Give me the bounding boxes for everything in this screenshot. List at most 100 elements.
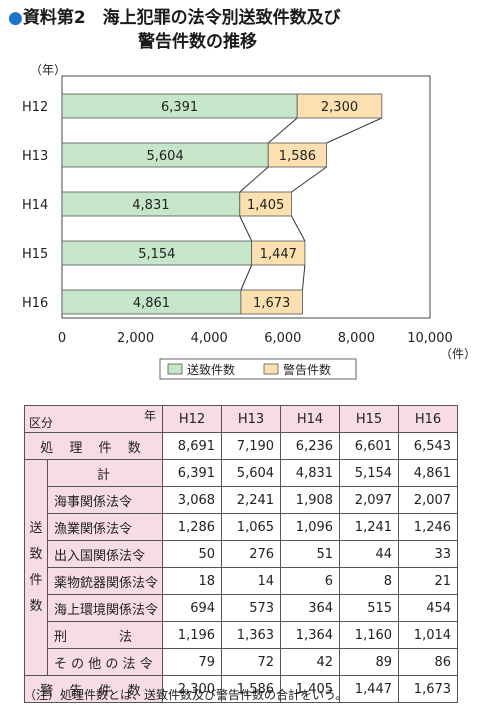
y-axis-unit: （年） — [30, 63, 66, 77]
table-cell: 1,065 — [221, 513, 282, 541]
table-header-row: 年 区分 H12 H13 H14 H15 H16 — [23, 405, 459, 433]
x-tick-label: 0 — [58, 331, 66, 346]
data-label-sent: 5,154 — [138, 247, 175, 262]
category-label: H14 — [22, 198, 48, 213]
corner-category-label: 区分 — [29, 416, 54, 430]
data-table: 年 区分 H12 H13 H14 H15 H16 処 理 件 数 8,691 7… — [23, 405, 459, 703]
table-cell: 1,246 — [398, 513, 459, 541]
connector-line — [301, 264, 306, 291]
table-cell: 72 — [221, 648, 282, 676]
x-tick-label: 10,000 — [407, 331, 453, 346]
table-cell: 6,601 — [339, 432, 400, 460]
bar-warning — [251, 240, 306, 266]
title-line-2: 警告件数の推移 — [138, 32, 257, 52]
connector-line — [291, 166, 327, 193]
table-cell: 1,586 — [221, 675, 282, 703]
table-cell: 454 — [398, 594, 459, 622]
connector-line — [239, 166, 269, 193]
bar-sent — [61, 240, 253, 266]
bar-chart: （年） H12 6,391 2,300 H13 5,604 1,586 H14 4,831 1,4… — [22, 63, 476, 380]
row-label: 出入国関係法令 — [46, 540, 164, 568]
legend-swatch-sent — [167, 363, 183, 375]
data-label-sent: 6,391 — [161, 100, 198, 115]
x-tick-label: 4,000 — [191, 331, 228, 346]
title-text-1: 資料第2 海上犯罪の法令別送致件数及び — [22, 8, 341, 28]
legend-box — [159, 358, 357, 380]
sent-group-char: 数 — [29, 598, 43, 614]
data-label-sent: 4,831 — [132, 198, 169, 213]
corner-year-label: 年 — [144, 409, 157, 423]
table-cell: 515 — [339, 594, 400, 622]
title-line-1: ●資料第2 海上犯罪の法令別送致件数及び — [8, 6, 478, 30]
table-cell: 276 — [221, 540, 282, 568]
table-cell: 14 — [221, 567, 282, 595]
legend-label-sent: 送致件数 — [187, 362, 235, 377]
table-cell: 6,391 — [162, 459, 223, 487]
table-row-immigration: 出入国関係法令 50 276 51 44 33 — [25, 540, 459, 568]
table-cell: 21 — [398, 567, 459, 595]
table-cell: 5,604 — [221, 459, 282, 487]
table-cell: 4,831 — [280, 459, 341, 487]
table-cell: 51 — [280, 540, 341, 568]
table-cell: 1,363 — [221, 621, 282, 649]
data-label-warning: 1,447 — [260, 247, 297, 262]
table-cell: 6,543 — [398, 432, 459, 460]
data-label-warning: 2,300 — [321, 100, 358, 115]
table-cell: 50 — [162, 540, 223, 568]
data-label-warning: 1,586 — [279, 149, 316, 164]
table-cell: 2,097 — [339, 486, 400, 514]
row-label: 警 告 件 数 — [23, 675, 164, 703]
table-cell: 7,190 — [221, 432, 282, 460]
table-cell: 1,405 — [280, 675, 341, 703]
table-cell: 1,908 — [280, 486, 341, 514]
table-row-maritime: 海事関係法令 3,068 2,241 1,908 2,097 2,007 — [25, 486, 459, 514]
table-cell: 1,364 — [280, 621, 341, 649]
sent-group-char: 件 — [29, 572, 43, 588]
row-label: 海上環境関係法令 — [46, 594, 164, 622]
x-tick-label: 2,000 — [117, 331, 154, 346]
table-cell: 6 — [280, 567, 341, 595]
bar-warning — [240, 289, 303, 315]
table-cell: 694 — [162, 594, 223, 622]
table-cell: 89 — [339, 648, 400, 676]
row-label: 薬物銃器関係法令 — [46, 567, 164, 595]
sent-group-char: 送 — [29, 520, 43, 536]
table-row-drugs-firearms: 薬物銃器関係法令 18 14 6 8 21 — [25, 567, 459, 595]
category-label: H16 — [22, 296, 48, 311]
table-cell: 8 — [339, 567, 400, 595]
connector-line — [239, 215, 253, 242]
connector-line — [291, 215, 306, 242]
table-cell: 86 — [398, 648, 459, 676]
table-cell: 6,236 — [280, 432, 341, 460]
legend-label-warning: 警告件数 — [283, 362, 331, 377]
table-cell: 1,286 — [162, 513, 223, 541]
table-cell: 2,241 — [221, 486, 282, 514]
sent-group-label: 送 致 件 数 — [24, 459, 48, 676]
table-cell: 44 — [339, 540, 400, 568]
sent-group-char: 致 — [29, 546, 43, 562]
data-label-sent: 4,861 — [133, 296, 170, 311]
x-axis-unit: （件） — [440, 347, 476, 361]
table-cell: 573 — [221, 594, 282, 622]
table-cell: 1,096 — [280, 513, 341, 541]
table-cell: 1,160 — [339, 621, 400, 649]
bar-warning — [267, 142, 327, 168]
category-label: H13 — [22, 149, 48, 164]
table-cell: 1,673 — [398, 675, 459, 703]
year-header: H12 — [162, 405, 223, 433]
legend-swatch-warning — [263, 363, 279, 375]
table-cell: 1,241 — [339, 513, 400, 541]
table-row-fishery: 漁業関係法令 1,286 1,065 1,096 1,241 1,246 — [25, 513, 459, 541]
data-label-warning: 1,673 — [253, 296, 290, 311]
x-tick-label: 6,000 — [264, 331, 301, 346]
table-cell: 8,691 — [162, 432, 223, 460]
year-header: H15 — [339, 405, 400, 433]
table-cell: 5,154 — [339, 459, 400, 487]
table-row-marine-environment: 海上環境関係法令 694 573 364 515 454 — [25, 594, 459, 622]
row-label: 計 — [46, 459, 164, 487]
row-label: 漁業関係法令 — [46, 513, 164, 541]
bar-warning — [296, 93, 383, 119]
table-cell: 1,447 — [339, 675, 400, 703]
table-cell: 79 — [162, 648, 223, 676]
category-label: H15 — [22, 247, 48, 262]
